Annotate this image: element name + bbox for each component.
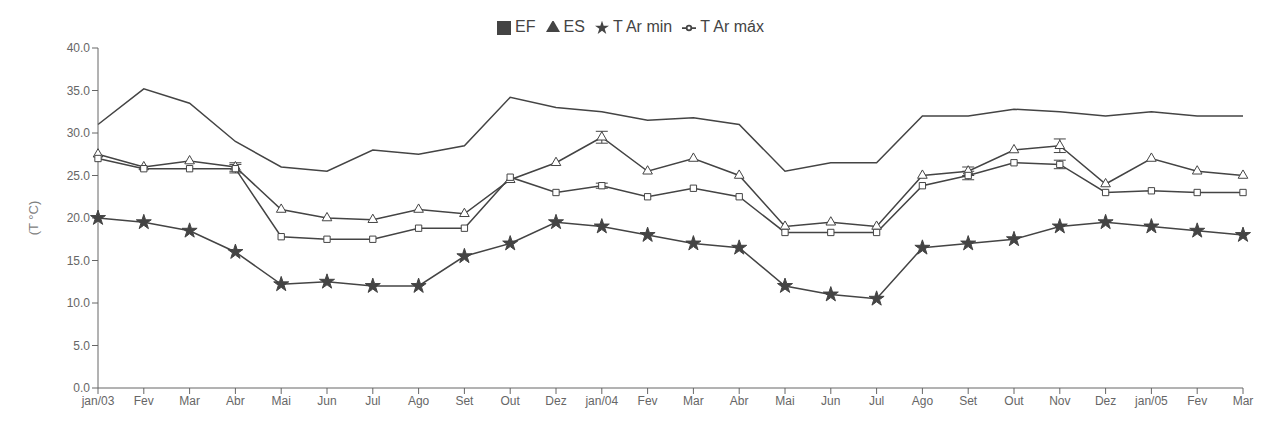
svg-text:Mar: Mar <box>1233 394 1254 408</box>
svg-text:Out: Out <box>1004 394 1024 408</box>
svg-text:5.0: 5.0 <box>73 339 90 353</box>
html-text:EF: EF <box>515 18 536 35</box>
svg-text:Abr: Abr <box>730 394 749 408</box>
svg-text:Dez: Dez <box>545 394 566 408</box>
svg-text:40.0: 40.0 <box>67 41 91 55</box>
svg-text:Jul: Jul <box>869 394 884 408</box>
svg-text:Mai: Mai <box>272 394 291 408</box>
svg-text:jan/03: jan/03 <box>81 394 115 408</box>
svg-text:Nov: Nov <box>1049 394 1070 408</box>
html-text:T Ar min: T Ar min <box>612 18 673 35</box>
svg-text:Ago: Ago <box>912 394 934 408</box>
svg-text:Fev: Fev <box>638 394 658 408</box>
svg-text:0.0: 0.0 <box>73 381 90 395</box>
svg-text:jan/04: jan/04 <box>584 394 618 408</box>
svg-text:jan/05: jan/05 <box>1134 394 1168 408</box>
svg-text:Abr: Abr <box>226 394 245 408</box>
svg-text:30.0: 30.0 <box>67 126 91 140</box>
svg-text:Dez: Dez <box>1095 394 1116 408</box>
svg-text:Fev: Fev <box>134 394 154 408</box>
svg-text:Jul: Jul <box>365 394 380 408</box>
svg-text:Fev: Fev <box>1187 394 1207 408</box>
svg-text:20.0: 20.0 <box>67 211 91 225</box>
svg-text:Mar: Mar <box>683 394 704 408</box>
svg-text:Set: Set <box>959 394 978 408</box>
svg-text:(T °C): (T °C) <box>26 201 41 236</box>
svg-text:Jun: Jun <box>317 394 336 408</box>
svg-text:Mai: Mai <box>775 394 794 408</box>
svg-text:Out: Out <box>501 394 521 408</box>
svg-text:35.0: 35.0 <box>67 84 91 98</box>
svg-text:Ago: Ago <box>408 394 430 408</box>
html-text:T Ar máx: T Ar máx <box>700 18 764 35</box>
svg-text:Jun: Jun <box>821 394 840 408</box>
svg-text:15.0: 15.0 <box>67 254 91 268</box>
svg-text:Mar: Mar <box>179 394 200 408</box>
html-text:ES: ES <box>563 18 585 35</box>
svg-text:10.0: 10.0 <box>67 296 91 310</box>
svg-text:25.0: 25.0 <box>67 169 91 183</box>
svg-text:Set: Set <box>455 394 474 408</box>
